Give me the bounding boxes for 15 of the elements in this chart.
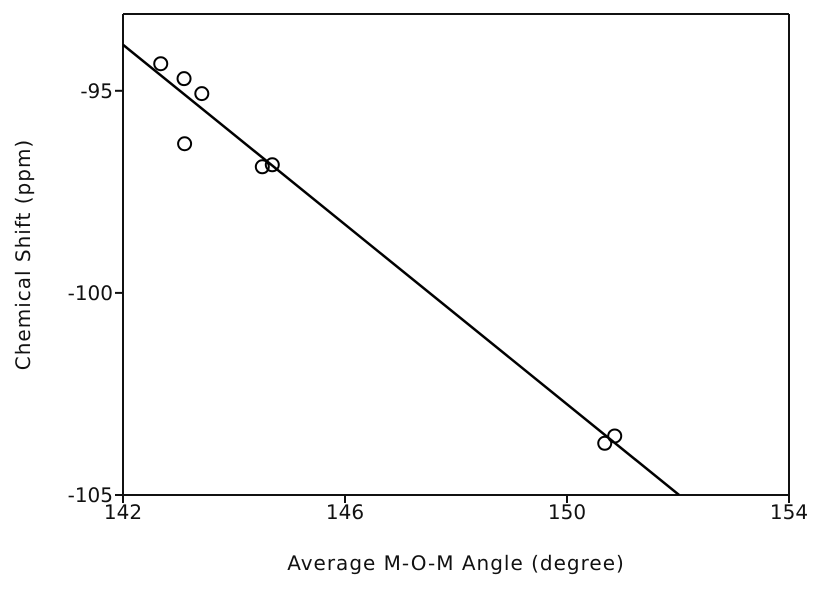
point [264,157,280,172]
point [607,428,622,444]
y-tick-label: -100 [68,281,113,305]
point [176,71,192,86]
x-tick-label: 150 [548,500,586,524]
x-axis-title: Average M-O-M Angle (degree) [287,551,625,575]
point [194,86,210,102]
point [177,136,192,152]
point [153,56,168,72]
y-tick-label: -95 [80,78,113,103]
x-tick-label: 154 [770,500,808,524]
point [597,436,612,451]
x-tick-label: 146 [326,500,364,524]
y-axis-title: Chemical Shift (ppm) [11,138,36,370]
point [254,159,270,174]
